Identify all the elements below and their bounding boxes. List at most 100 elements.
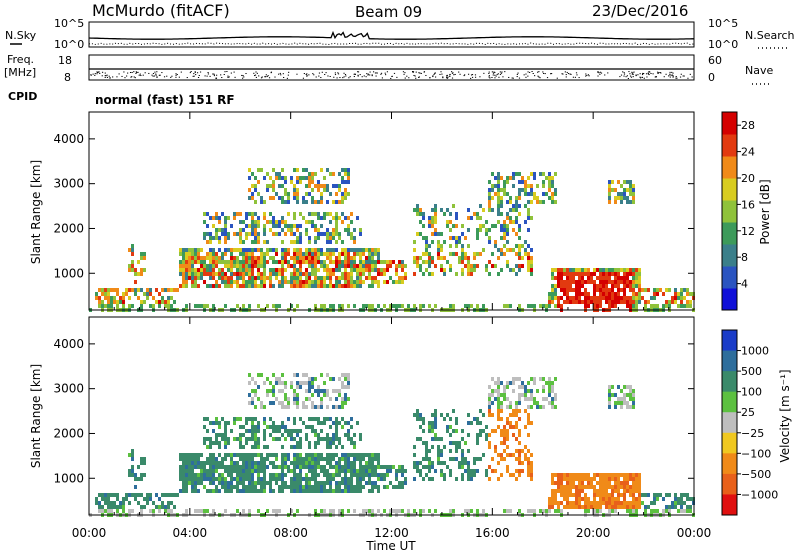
velocity-cell xyxy=(497,385,500,389)
velocity-cell xyxy=(488,409,491,413)
velocity-cell xyxy=(338,405,341,409)
velocity-cell xyxy=(224,465,227,469)
power-cell xyxy=(233,216,236,220)
velocity-cell xyxy=(458,445,461,449)
power-cell xyxy=(278,224,281,228)
power-cell xyxy=(242,228,245,232)
power-cell xyxy=(416,212,419,216)
power-cell xyxy=(623,268,626,272)
nave-dot xyxy=(494,77,496,79)
velocity-cell xyxy=(527,405,530,409)
velocity-cell xyxy=(464,457,467,461)
power-cell xyxy=(317,216,320,220)
velocity-cell xyxy=(191,481,194,485)
velocity-cell xyxy=(566,497,569,501)
velocity-cell xyxy=(308,457,311,461)
power-cell xyxy=(395,264,398,268)
velocity-cell xyxy=(203,477,206,481)
velocity-cell xyxy=(320,405,323,409)
power-cell xyxy=(467,256,470,260)
power-cell xyxy=(419,268,422,272)
velocity-cell xyxy=(623,489,626,493)
power-cell xyxy=(518,304,521,308)
power-cell xyxy=(530,260,533,264)
power-cell xyxy=(314,276,317,280)
nave-dot xyxy=(446,76,448,78)
power-cell xyxy=(206,284,209,288)
power-cell xyxy=(236,272,239,276)
velocity-cell xyxy=(413,445,416,449)
nave-dot xyxy=(369,74,371,76)
nave-dot xyxy=(123,71,125,73)
power-cell xyxy=(272,188,275,192)
nave-dot xyxy=(204,75,206,77)
velocity-cell xyxy=(656,493,659,497)
power-cell xyxy=(539,200,542,204)
velocity-cell xyxy=(626,501,629,505)
power-cell xyxy=(116,304,119,308)
velocity-cell xyxy=(176,493,179,497)
power-cell xyxy=(284,180,287,184)
velocity-cell xyxy=(275,465,278,469)
velocity-cell xyxy=(374,465,377,469)
power-cell xyxy=(251,212,254,216)
power-cell xyxy=(299,280,302,284)
power-cell xyxy=(209,240,212,244)
power-cell xyxy=(365,304,368,308)
velocity-cell xyxy=(248,473,251,477)
velocity-cell xyxy=(638,493,641,497)
power-cell xyxy=(518,172,521,176)
nave-dot xyxy=(253,72,255,74)
power-cell xyxy=(263,284,266,288)
velocity-cell xyxy=(197,473,200,477)
power-cell xyxy=(167,296,170,300)
power-cell xyxy=(389,276,392,280)
power-cell xyxy=(245,284,248,288)
power-cell xyxy=(551,276,554,280)
power-cell xyxy=(452,304,455,308)
noise-left-tick-high: 10^5 xyxy=(54,17,84,30)
power-cell xyxy=(290,232,293,236)
velocity-cell xyxy=(314,485,317,489)
power-cell xyxy=(272,232,275,236)
velocity-cell xyxy=(239,437,242,441)
velocity-ytick-label: 2000 xyxy=(53,426,84,440)
power-cell xyxy=(386,280,389,284)
power-cell xyxy=(305,260,308,264)
power-cell xyxy=(326,276,329,280)
power-cell xyxy=(209,260,212,264)
velocity-cell xyxy=(287,453,290,457)
velocity-cell xyxy=(281,485,284,489)
velocity-cell xyxy=(245,469,248,473)
power-cell xyxy=(470,264,473,268)
nave-dot xyxy=(635,74,637,76)
power-cell xyxy=(689,300,692,304)
velocity-cell xyxy=(425,441,428,445)
nave-dot xyxy=(440,71,442,73)
power-cell xyxy=(656,292,659,296)
power-cell xyxy=(263,240,266,244)
velocity-cell xyxy=(335,397,338,401)
power-cell xyxy=(236,276,239,280)
power-cell xyxy=(350,268,353,272)
velocity-cell xyxy=(155,493,158,497)
power-cell xyxy=(119,296,122,300)
velocity-cell xyxy=(221,485,224,489)
power-cell xyxy=(377,280,380,284)
power-cell xyxy=(218,240,221,244)
power-cell xyxy=(362,280,365,284)
velocity-cell xyxy=(401,485,404,489)
power-cell xyxy=(278,268,281,272)
power-cell xyxy=(299,256,302,260)
nave-dot xyxy=(242,75,244,77)
power-cell xyxy=(254,176,257,180)
velocity-cell xyxy=(230,473,233,477)
velocity-cell xyxy=(350,469,353,473)
power-cell xyxy=(629,188,632,192)
velocity-cell xyxy=(257,461,260,465)
power-cell xyxy=(614,304,617,308)
power-cell xyxy=(614,280,617,284)
velocity-cell xyxy=(284,481,287,485)
velocity-cell xyxy=(269,453,272,457)
